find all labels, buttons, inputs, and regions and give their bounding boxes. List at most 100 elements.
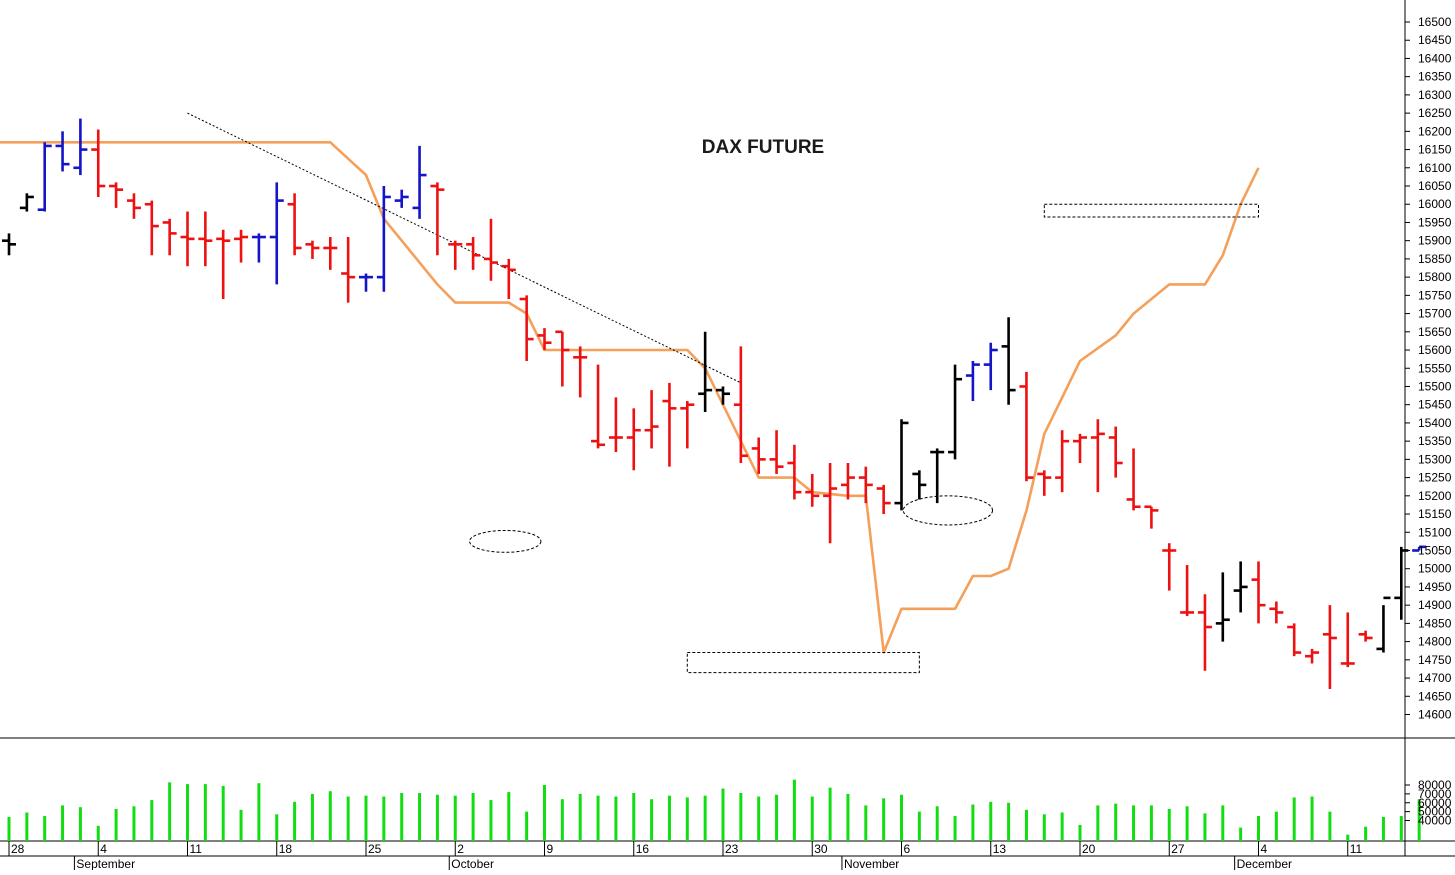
price-bar: [394, 189, 409, 208]
volume-tick-label: 50000: [1418, 805, 1452, 819]
price-bar: [608, 397, 623, 453]
price-bar: [680, 401, 695, 449]
volume-tick-label: 60000: [1418, 796, 1452, 810]
price-bar: [733, 346, 748, 464]
price-bar: [573, 346, 588, 398]
price-tick-label: 15100: [1418, 525, 1452, 539]
price-bar: [430, 182, 445, 256]
price-tick-label: 15650: [1418, 325, 1452, 339]
price-bar: [198, 211, 213, 267]
price-tick-label: 16250: [1418, 106, 1452, 120]
annotation-layer: [187, 112, 1260, 674]
price-bar: [162, 218, 177, 256]
price-bar: [180, 211, 195, 267]
price-tick-label: 15150: [1418, 507, 1452, 521]
day-tick-label: 27: [1171, 842, 1185, 856]
price-bar: [1001, 317, 1016, 405]
price-bar: [216, 229, 231, 299]
support-box-2: [1043, 203, 1260, 218]
price-tick-label: 15900: [1418, 234, 1452, 248]
price-bar: [1376, 596, 1391, 653]
month-tick-label: September: [76, 857, 135, 870]
price-bar: [1412, 545, 1427, 552]
volume-tick-label: 70000: [1418, 787, 1452, 801]
price-bar: [359, 273, 373, 292]
price-bar: [948, 364, 963, 460]
price-tick-label: 14750: [1418, 653, 1452, 667]
price-bar: [1162, 543, 1177, 591]
price-bar: [1126, 448, 1141, 511]
volume-layer: [7, 779, 1421, 841]
day-tick-label: 9: [547, 842, 554, 856]
price-bar: [501, 258, 516, 299]
price-bar: [37, 142, 52, 212]
day-tick-label: 18: [279, 842, 293, 856]
price-tick-label: 15800: [1418, 270, 1452, 284]
day-tick-label: 20: [1082, 842, 1096, 856]
price-bar: [91, 129, 106, 197]
day-tick-label: 4: [1261, 842, 1268, 856]
day-tick-label: 11: [1350, 842, 1363, 856]
price-bar: [466, 237, 481, 270]
price-bar: [644, 390, 659, 449]
price-bar: [1251, 561, 1266, 624]
price-bar: [234, 229, 249, 263]
price-bar: [930, 448, 945, 504]
price-bar: [1073, 433, 1087, 464]
price-tick-label: 16200: [1418, 124, 1452, 138]
day-tick-label: 30: [814, 842, 828, 856]
price-tick-label: 15500: [1418, 379, 1452, 393]
price-bar: [698, 331, 713, 412]
price-bar: [1287, 623, 1302, 657]
day-tick-label: 28: [11, 842, 25, 856]
price-bar: [716, 386, 730, 405]
day-tick-label: 6: [904, 842, 911, 856]
price-tick-label: 15450: [1418, 398, 1452, 412]
day-tick-label: 25: [368, 842, 382, 856]
price-bar: [858, 466, 873, 504]
price-tick-label: 15950: [1418, 215, 1452, 229]
price-bar: [519, 295, 534, 361]
price-bar: [2, 233, 16, 256]
price-tick-label: 14800: [1418, 635, 1452, 649]
price-bar: [965, 360, 980, 402]
price-tick-label: 15700: [1418, 307, 1452, 321]
price-bar: [912, 470, 927, 500]
price-bar: [662, 382, 677, 467]
price-bar: [787, 444, 802, 500]
day-tick-label: 16: [636, 842, 650, 856]
price-bar: [305, 240, 320, 259]
price-bar: [269, 182, 284, 285]
pivot-ellipse-1: [469, 529, 542, 553]
price-tick-label: 16150: [1418, 143, 1452, 157]
price-bar: [109, 182, 124, 208]
price-tick-label: 16450: [1418, 33, 1452, 47]
volume-tick-label: 80000: [1418, 778, 1452, 792]
price-tick-label: 15200: [1418, 489, 1452, 503]
price-tick-label: 16050: [1418, 179, 1452, 193]
price-bar: [1358, 630, 1373, 642]
price-bar: [323, 237, 338, 270]
price-bar: [1055, 430, 1070, 493]
price-tick-label: 16000: [1418, 197, 1452, 211]
price-tick-label: 15050: [1418, 543, 1452, 557]
price-bar: [1108, 426, 1123, 478]
price-bar: [1197, 594, 1212, 671]
price-bar: [376, 186, 391, 292]
price-tick-label: 15000: [1418, 562, 1452, 576]
price-bar: [1322, 605, 1337, 689]
day-tick-label: 13: [993, 842, 1007, 856]
price-bar: [1269, 601, 1284, 624]
price-bar: [1180, 565, 1195, 617]
price-axis: 14600 14650 14700 14750 14800 14850 14900 14950…: [1405, 15, 1452, 722]
price-bar: [840, 463, 855, 500]
price-tick-label: 16100: [1418, 161, 1452, 175]
price-tick-label: 14900: [1418, 598, 1452, 612]
price-bar: [823, 463, 838, 544]
price-tick-label: 14850: [1418, 616, 1452, 630]
month-tick-label: November: [844, 857, 899, 870]
price-bar: [983, 342, 998, 391]
